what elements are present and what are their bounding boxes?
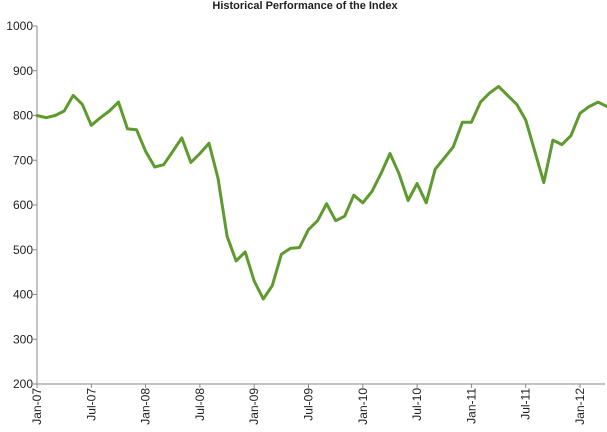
y-tick-label: 700	[13, 153, 33, 167]
x-tick-label: Jan-09	[247, 388, 261, 425]
y-tick-label: 200	[13, 377, 33, 391]
x-tick-label: Jul-08	[193, 388, 207, 421]
x-tick-label: Jul-09	[302, 388, 316, 421]
series-line	[35, 84, 607, 301]
y-tick-label: 400	[13, 288, 33, 302]
x-tick-label: Jul-07	[84, 388, 98, 421]
x-tick-label: Jan-07	[30, 388, 44, 425]
x-tick-label: Jan-11	[464, 388, 478, 424]
y-tick-label: 900	[13, 64, 33, 78]
y-tick-label: 800	[13, 109, 33, 123]
x-tick-label: Jan-10	[356, 388, 370, 425]
x-tick-label: Jan-12	[573, 388, 587, 425]
y-tick-label: 600	[13, 198, 33, 212]
x-tick-label: Jul-11	[519, 388, 533, 420]
chart-title: Historical Performance of the Index	[212, 0, 398, 12]
y-tick-label: 500	[13, 243, 33, 257]
y-tick-label: 300	[13, 332, 33, 346]
x-tick-label: Jul-10	[410, 388, 424, 421]
y-tick-label: 1000	[6, 19, 33, 33]
x-tick-label: Jan-08	[139, 388, 153, 425]
